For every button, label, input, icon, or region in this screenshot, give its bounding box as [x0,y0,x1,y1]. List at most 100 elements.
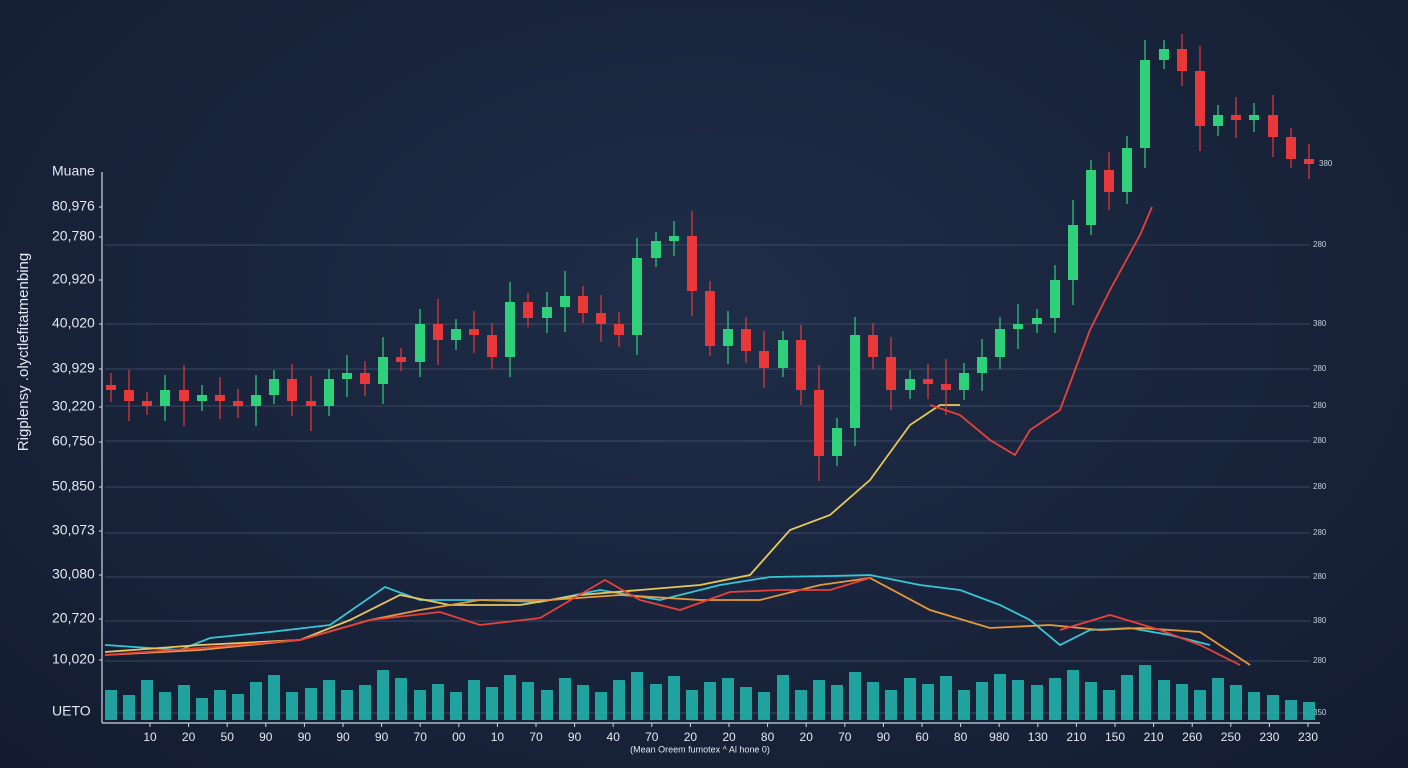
volume-bar [1158,680,1170,720]
volume-bar [722,678,734,720]
candle-body [433,324,443,340]
x-tick-label: 70 [529,730,543,744]
y-axis-title: Rigplensy .olyctlefitatmenbing [15,253,32,451]
x-tick-label: 90 [336,730,350,744]
volume-bar [922,684,934,720]
y2-tick-label: 280 [1313,401,1327,410]
x-tick-label: 20 [800,730,814,744]
candle-body [179,390,189,401]
volume-bar [831,685,843,720]
x-tick-label: 10 [491,730,505,744]
volume-bar [541,690,553,720]
volume-bar [777,675,789,720]
x-tick-label: 90 [259,730,273,744]
candle-body [197,395,207,401]
volume-bar [504,675,516,720]
candle-body [233,401,243,406]
x-tick-label: 210 [1066,730,1086,744]
x-tick-label: 80 [761,730,775,744]
candle-body [923,379,933,384]
y2-tick-label: 350 [1313,708,1327,717]
candle-body [1068,225,1078,280]
x-tick-label: 90 [568,730,582,744]
candle-body [1177,49,1187,71]
candle-body [215,395,225,401]
candle-body [596,313,606,324]
caption: (Mean Oreem fumotex ^ Al hone 0) [630,744,770,754]
indicator-line [104,206,1241,666]
volume-bar [450,692,462,720]
candle-body [160,390,170,406]
candle-body [941,384,951,390]
candle-body [124,390,134,401]
volume-bar [268,675,280,720]
candle-body [614,324,624,335]
x-tick-label: 210 [1144,730,1164,744]
volume-bar [559,678,571,720]
volume-bar [159,692,171,720]
volume-bar [940,676,952,720]
candle-body [814,390,824,456]
y-tick-label: 50,850 [52,478,95,494]
candle-body [396,357,406,362]
candle-body [959,373,969,390]
volume-bar [885,690,897,720]
candle-body [632,258,642,335]
candle-body [415,324,425,362]
y-tick-label: 20,720 [52,610,95,626]
candle-body [287,379,297,401]
y2-tick-label: 380 [1313,319,1327,328]
candle-body [832,428,842,456]
x-tick-label: 80 [954,730,968,744]
volume-bar [341,690,353,720]
volume-bar [958,690,970,720]
volume-bar [286,692,298,720]
x-tick-label: 60 [915,730,929,744]
y2-tick-label: 280 [1313,436,1327,445]
candle-body [687,236,697,291]
indicator-line [104,404,960,653]
candle-body [251,395,261,406]
y-tick-label: 60,750 [52,433,95,449]
y2-tick-label: 280 [1313,656,1327,665]
candle-body [1268,115,1278,137]
volume-bar [1085,682,1097,720]
x-tick-label: 20 [722,730,736,744]
x-tick-label: 70 [414,730,428,744]
volume-bar [395,678,407,720]
candle-body [1159,49,1169,60]
candle-body [1213,115,1223,126]
volume-bar [232,694,244,720]
top-left-label: Muane [52,163,95,179]
candle-body [1104,170,1114,192]
candle-body [451,329,461,340]
volume-bar [141,680,153,720]
volume-bar [468,680,480,720]
volume-bar [849,672,861,720]
volume-bar [1285,700,1297,720]
indicator-line [104,574,1211,651]
last-label: 380 [1319,159,1333,168]
x-tick-label: 90 [298,730,312,744]
candle-body [578,296,588,313]
candle-body [741,329,751,351]
volume-bar [214,690,226,720]
volume-bar [1230,685,1242,720]
candle-body [1013,324,1023,329]
volume-bar [994,674,1006,720]
candle-body [886,357,896,390]
candle-body [505,302,515,357]
x-tick-label: 10 [143,730,157,744]
candle-body [759,351,769,368]
volume-bar [740,687,752,720]
volume-bar [613,680,625,720]
candle-body [542,307,552,318]
volume-bar [704,682,716,720]
candle-body [705,291,715,346]
candle-body [560,296,570,307]
candle-body [977,357,987,373]
x-tick-label: 150 [1105,730,1125,744]
candle-body [1032,318,1042,324]
volume-bar [595,692,607,720]
y-tick-label: 30,080 [52,566,95,582]
